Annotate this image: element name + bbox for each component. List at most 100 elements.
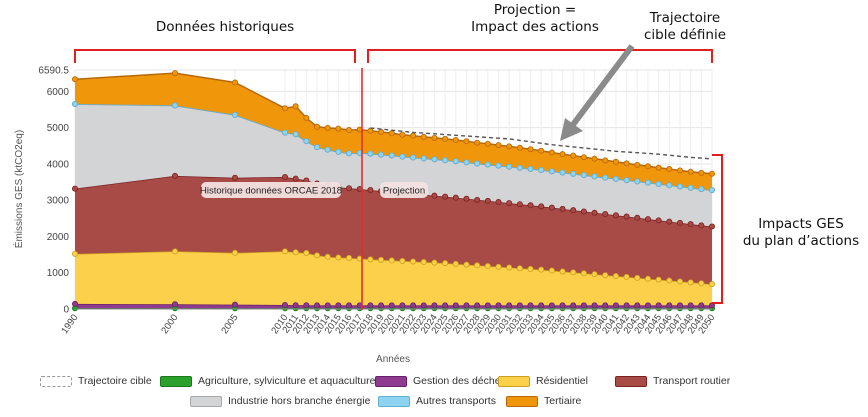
y-axis: 0 1000 2000 3000 4000 5000 6000 6590.5: [38, 66, 69, 316]
point-Gestion des déchets: [231, 301, 238, 308]
legend-label: Transport routier: [653, 375, 731, 387]
point-Autres transports: [580, 172, 587, 179]
point-Résidentiel: [346, 254, 353, 261]
point-Tertiaire: [580, 154, 587, 161]
point-Transport routier: [548, 204, 555, 211]
y-tick-label: 6590.5: [38, 66, 69, 77]
point-Tertiaire: [634, 161, 641, 168]
point-Résidentiel: [495, 263, 502, 270]
point-Autres transports: [570, 170, 577, 177]
point-Autres transports: [346, 150, 353, 157]
annotation-projection: Projection = Impact des actions: [471, 2, 599, 35]
point-Gestion des déchets: [591, 302, 598, 309]
legend-item-agriculture: Agriculture, sylviculture et aquaculture: [160, 375, 375, 387]
point-Autres transports: [442, 157, 449, 164]
legend-item-residentiel: Résidentiel: [498, 375, 588, 387]
point-Tertiaire: [644, 163, 651, 170]
point-Résidentiel: [292, 249, 299, 256]
point-Transport routier: [644, 216, 651, 223]
area-Résidentiel: [75, 251, 712, 306]
point-Résidentiel: [666, 277, 673, 284]
point-Tertiaire: [346, 127, 353, 134]
point-Autres transports: [367, 150, 374, 157]
point-Tertiaire: [698, 169, 705, 176]
point-Tertiaire: [676, 167, 683, 174]
point-Résidentiel: [602, 272, 609, 279]
stacked-areas: [74, 72, 713, 310]
point-Gestion des déchets: [666, 302, 673, 309]
point-Gestion des déchets: [463, 302, 470, 309]
point-Tertiaire: [709, 170, 716, 177]
point-Tertiaire: [623, 160, 630, 167]
point-Résidentiel: [442, 260, 449, 267]
y-tick-label: 6000: [47, 87, 70, 98]
legend-swatch: [375, 375, 407, 387]
point-Résidentiel: [591, 271, 598, 278]
point-Résidentiel: [612, 272, 619, 279]
point-Résidentiel: [231, 249, 238, 256]
legend: Trajectoire cible Agriculture, sylvicult…: [30, 375, 860, 415]
point-Tertiaire: [420, 133, 427, 140]
point-Tertiaire: [570, 152, 577, 159]
bracket-impacts: [712, 154, 723, 304]
point-Tertiaire: [410, 132, 417, 139]
y-tick-label: 5000: [47, 123, 70, 134]
data-points: [72, 70, 716, 312]
x-axis: 1990 2000 2005 2010201120122013201420152016…: [59, 308, 717, 336]
point-Transport routier: [602, 210, 609, 217]
point-Transport routier: [709, 223, 716, 230]
point-Tertiaire: [314, 123, 321, 130]
point-Tertiaire: [548, 149, 555, 156]
point-Autres transports: [474, 160, 481, 167]
point-Autres transports: [506, 163, 513, 170]
point-Gestion des déchets: [538, 302, 545, 309]
point-Résidentiel: [655, 276, 662, 283]
point-Autres transports: [281, 129, 288, 136]
point-Gestion des déchets: [484, 302, 491, 309]
legend-item-tertiaire: Tertiaire: [506, 395, 581, 407]
point-Tertiaire: [687, 168, 694, 175]
point-Autres transports: [634, 178, 641, 185]
point-Gestion des déchets: [420, 302, 427, 309]
point-Tertiaire: [72, 76, 79, 83]
point-Autres transports: [676, 183, 683, 190]
area-Tertiaire: [75, 73, 712, 191]
point-Tertiaire: [559, 151, 566, 158]
point-Résidentiel: [676, 278, 683, 285]
point-Tertiaire: [612, 158, 619, 165]
point-Tertiaire: [171, 70, 178, 77]
legend-swatch: [506, 395, 538, 407]
point-Résidentiel: [281, 248, 288, 255]
area-Transport routier: [75, 175, 712, 285]
point-Autres transports: [666, 182, 673, 189]
point-Gestion des déchets: [687, 302, 694, 309]
point-Résidentiel: [548, 267, 555, 274]
y-tick-label: 3000: [47, 196, 70, 207]
point-Autres transports: [516, 164, 523, 171]
point-Autres transports: [538, 166, 545, 173]
point-Tertiaire: [602, 157, 609, 164]
svg-text:Projection: Projection: [383, 186, 425, 197]
point-Transport routier: [367, 187, 374, 194]
y-tick-label: 0: [63, 305, 69, 316]
legend-item-industrie: Industrie hors branche énergie: [190, 395, 370, 407]
point-Gestion des déchets: [431, 302, 438, 309]
x-tick-label: 2000: [159, 312, 180, 336]
point-Transport routier: [452, 194, 459, 201]
point-Tertiaire: [516, 144, 523, 151]
legend-label: Résidentiel: [536, 375, 588, 387]
y-tick-label: 4000: [47, 159, 70, 170]
point-Autres transports: [548, 168, 555, 175]
area-Industrie hors branche énergie: [75, 104, 712, 227]
point-Gestion des déchets: [292, 302, 299, 309]
point-Transport routier: [666, 218, 673, 225]
legend-label: Gestion des déchets: [413, 375, 509, 387]
point-Résidentiel: [644, 275, 651, 282]
point-Transport routier: [484, 197, 491, 204]
point-Gestion des déchets: [378, 302, 385, 309]
point-Autres transports: [623, 177, 630, 184]
point-Résidentiel: [410, 258, 417, 265]
y-tick-label: 2000: [47, 232, 70, 243]
point-Autres transports: [231, 111, 238, 118]
